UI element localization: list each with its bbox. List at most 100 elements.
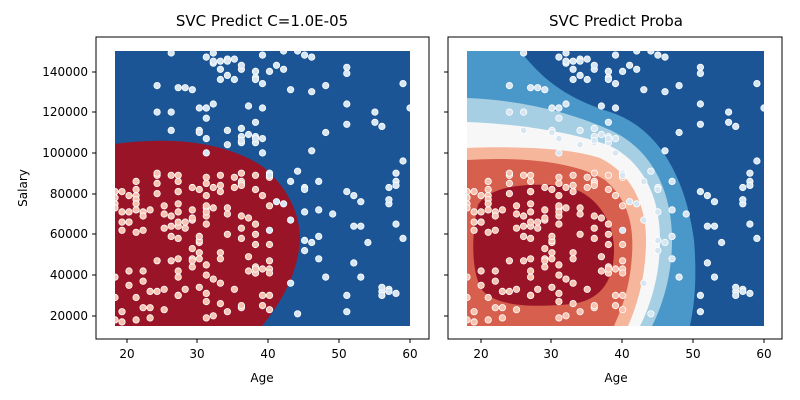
right-scatter-point [519, 212, 528, 220]
right-scatter-point [569, 171, 577, 179]
left-scatter-point [230, 285, 238, 293]
left-scatter-point [153, 179, 161, 187]
left-scatter-point [153, 257, 161, 265]
left-scatter-point [385, 183, 393, 192]
right-x-tick-label: 30 [543, 347, 558, 361]
left-scatter-point [357, 198, 365, 206]
right-scatter-point [498, 304, 506, 312]
left-scatter-point [139, 212, 147, 220]
left-scatter-point [371, 118, 379, 126]
left-scatter-point [315, 255, 323, 263]
right-scatter-point [534, 84, 542, 92]
left-scatter-point [132, 177, 140, 185]
left-scatter-point [237, 169, 245, 177]
left-scatter-point [378, 122, 386, 131]
chart-right-title: SVC Predict Proba [549, 12, 683, 30]
right-plot-area [467, 51, 764, 326]
right-scatter-point [597, 214, 606, 222]
right-scatter-point [526, 171, 535, 179]
left-scatter-point [174, 255, 182, 263]
left-scatter-point [392, 220, 400, 228]
right-scatter-point [526, 84, 535, 92]
left-scatter-point [125, 208, 133, 216]
right-scatter-point [640, 177, 648, 185]
right-scatter-point [668, 206, 676, 214]
right-scatter-point [512, 285, 521, 293]
right-scatter-point [611, 104, 620, 112]
left-scatter-point [251, 265, 260, 273]
right-scatter-point [548, 249, 556, 257]
left-scatter-point [132, 185, 140, 194]
left-scatter-point [167, 171, 175, 179]
left-scatter-point [202, 314, 210, 322]
left-scatter-point [343, 120, 351, 128]
right-scatter-point [724, 118, 733, 126]
right-scatter-point [618, 306, 627, 314]
right-scatter-point [555, 289, 563, 297]
left-scatter-point [195, 283, 203, 291]
left-scatter-point [251, 135, 260, 143]
right-scatter-point [477, 267, 485, 275]
right-scatter-point [703, 222, 712, 230]
left-scatter-point [223, 71, 231, 80]
left-scatter-point [139, 267, 147, 275]
left-scatter-point [237, 61, 245, 69]
left-scatter-point [350, 259, 358, 267]
left-scatter-point [115, 194, 119, 202]
right-scatter-point [470, 208, 478, 216]
left-scatter-point [209, 204, 217, 212]
right-scatter-point [590, 234, 598, 242]
left-scatter-point [115, 204, 119, 212]
left-scatter-point [265, 67, 274, 76]
right-scatter-point [491, 304, 499, 312]
right-scatter-point [484, 293, 492, 302]
left-scatter-point [315, 177, 323, 185]
left-x-tick-label: 60 [402, 347, 417, 361]
left-scatter-point [167, 126, 175, 134]
left-scatter-point [188, 263, 196, 271]
left-scatter-point [265, 202, 274, 210]
right-scatter-point [760, 104, 764, 112]
left-scatter-point [237, 124, 245, 132]
right-scatter-point [505, 257, 513, 265]
right-scatter-point [746, 220, 754, 228]
left-scatter-point [286, 216, 295, 224]
right-scatter-point [505, 169, 513, 177]
right-scatter-point [604, 240, 613, 249]
right-scatter-point [753, 157, 761, 165]
left-scatter-point [265, 291, 274, 299]
left-scatter-point [300, 208, 309, 216]
right-scatter-point [548, 128, 556, 137]
left-scatter-point [132, 228, 140, 236]
right-scatter-point [555, 53, 563, 61]
right-scatter-point [548, 255, 556, 263]
right-scatter-point [562, 275, 570, 283]
left-x-axis-title: Age [250, 371, 273, 385]
right-scatter-point [519, 108, 528, 116]
right-scatter-point [604, 265, 613, 273]
right-scatter-point [484, 206, 492, 214]
left-scatter-point [258, 80, 267, 88]
left-scatter-point [293, 167, 302, 175]
right-scatter-point [562, 51, 570, 57]
right-scatter-point [541, 263, 549, 271]
left-scatter-point [364, 238, 372, 247]
right-scatter-point [505, 190, 513, 198]
chart-right: SVC Predict Proba 20 30 40 50 60 [444, 12, 783, 385]
left-scatter-point [167, 212, 175, 220]
right-scatter-point [526, 177, 535, 185]
right-scatter-point [717, 238, 726, 247]
right-scatter-point [604, 185, 613, 194]
right-scatter-point [470, 318, 478, 326]
right-scatter-point [583, 173, 591, 181]
right-scatter-point [519, 222, 528, 230]
right-scatter-point [703, 259, 712, 267]
left-scatter-point [230, 55, 238, 63]
right-scatter-point [569, 299, 577, 308]
left-scatter-point [216, 57, 224, 65]
right-scatter-point [739, 196, 747, 204]
right-scatter-point [590, 124, 598, 132]
right-scatter-point [491, 212, 499, 220]
right-scatter-point [633, 65, 641, 73]
